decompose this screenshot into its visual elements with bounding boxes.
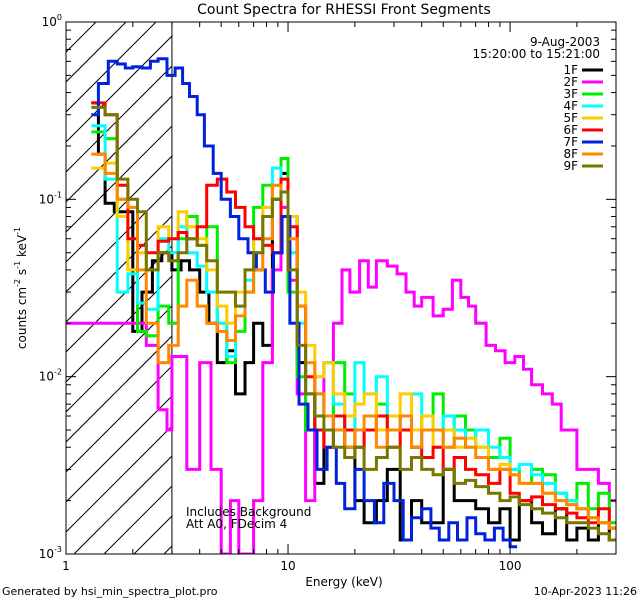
legend-label: 4F <box>563 99 578 113</box>
x-axis-label: Energy (keV) <box>305 575 382 589</box>
legend-label: 6F <box>563 123 578 137</box>
annotation-attenuator: Att A0, FDecim 4 <box>186 517 287 531</box>
legend-label: 8F <box>563 147 578 161</box>
time-range-text: 15:20:00 to 15:21:00 <box>473 47 600 61</box>
series-7f-line <box>91 57 518 549</box>
hatch-lines <box>66 22 172 554</box>
y-tick-label: 10-1 <box>39 190 62 206</box>
legend-label: 5F <box>563 111 578 125</box>
legend-label: 1F <box>563 63 578 77</box>
legend-label: 2F <box>563 75 578 89</box>
x-tick-label: 100 <box>499 559 522 573</box>
x-axis-ticks: 1 10 100 <box>62 22 617 573</box>
y-axis-ticks: 100 10-1 10-2 10-3 <box>39 13 616 561</box>
date-text: 9-Aug-2003 <box>530 35 600 49</box>
series-layer <box>66 57 616 554</box>
series-9f-line <box>91 105 616 542</box>
legend-label: 7F <box>563 135 578 149</box>
annotation-background: Includes Background <box>186 505 311 519</box>
y-tick-label: 10-3 <box>39 545 62 561</box>
series-6f-line <box>91 101 616 530</box>
y-axis-label: counts cm-2 s-1 keV-1 <box>13 227 29 349</box>
hatch-pattern <box>66 22 172 554</box>
hatched-region <box>66 22 173 554</box>
legend-label: 9F <box>563 159 578 173</box>
y-tick-label: 10-2 <box>39 368 62 384</box>
chart-title: Count Spectra for RHESSI Front Segments <box>197 2 491 18</box>
footer-generated-by: Generated by hsi_min_spectra_plot.pro <box>2 585 218 598</box>
x-tick-label: 1 <box>62 559 70 573</box>
y-tick-label: 100 <box>42 13 62 29</box>
footer-timestamp: 10-Apr-2023 11:26 <box>534 585 637 598</box>
x-tick-label: 10 <box>280 559 295 573</box>
plot-frame <box>65 21 617 555</box>
series-2f-line <box>66 205 616 554</box>
legend-label: 3F <box>563 87 578 101</box>
series-8f-line <box>91 152 616 530</box>
